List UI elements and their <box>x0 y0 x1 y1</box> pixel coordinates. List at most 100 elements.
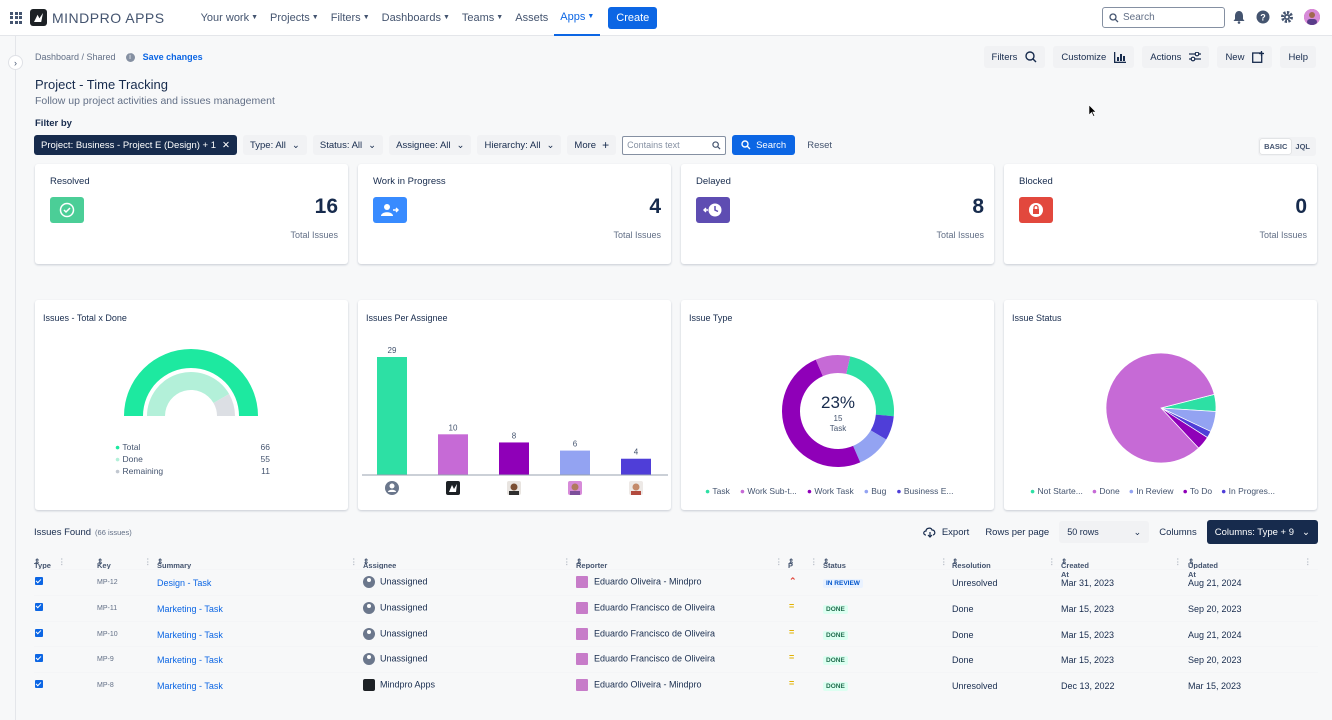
donut-slice-4[interactable] <box>870 414 894 440</box>
pie-slice-1[interactable] <box>1105 352 1215 464</box>
issue-key[interactable]: MP-10 <box>97 630 118 638</box>
expand-sidebar-button[interactable]: › <box>8 55 23 70</box>
updated-date: Aug 21, 2024 <box>1188 578 1242 588</box>
col-header-created[interactable]: Created At ⇕ <box>1061 557 1089 579</box>
notifications-icon[interactable] <box>1232 10 1246 24</box>
status-lozenge[interactable]: IN REVIEW <box>823 579 863 588</box>
nav-assets[interactable]: Assets <box>509 0 554 36</box>
remove-icon[interactable]: ✕ <box>222 139 230 151</box>
col-drag-handle-icon[interactable]: ⋮ <box>58 557 66 566</box>
more-filters-button[interactable]: More + <box>567 135 617 155</box>
basic-mode-button[interactable]: BASIC <box>1260 139 1292 154</box>
issue-summary-link[interactable]: Design - Task <box>157 578 212 588</box>
customize-button[interactable]: Customize <box>1053 46 1135 68</box>
issue-key[interactable]: MP-12 <box>97 579 118 586</box>
bar-2[interactable] <box>499 442 529 475</box>
search-icon <box>712 140 721 150</box>
project-filter-chip[interactable]: Project: Business - Project E (Design) +… <box>34 135 237 155</box>
donut-slice-2[interactable] <box>782 359 861 467</box>
col-drag-handle-icon[interactable]: ⋮ <box>1174 557 1182 566</box>
issue-summary-link[interactable]: Marketing - Task <box>157 629 223 640</box>
export-button[interactable]: Export <box>923 527 969 538</box>
help-button[interactable]: Help <box>1280 46 1316 68</box>
col-drag-handle-icon[interactable]: ⋮ <box>775 557 783 566</box>
bar-4[interactable] <box>621 458 651 475</box>
breadcrumb-path[interactable]: Dashboard / Shared <box>35 52 116 62</box>
col-header-updated[interactable]: Updated At ⇕ <box>1188 557 1218 579</box>
jql-mode-button[interactable]: JQL <box>1295 142 1310 151</box>
col-header-summary[interactable]: Summary ⇕ <box>157 557 192 570</box>
table-row[interactable]: MP-12 Design - Task Unassigned Eduardo O… <box>34 569 1318 595</box>
status-lozenge[interactable]: DONE <box>823 604 848 614</box>
rows-per-page-select[interactable]: 50 rows ⌄ <box>1059 521 1150 543</box>
settings-gear-icon[interactable] <box>1280 10 1294 24</box>
bar-3[interactable] <box>560 450 590 475</box>
col-drag-handle-icon[interactable]: ⋮ <box>563 557 571 566</box>
nav-teams[interactable]: Teams ▼ <box>456 0 509 36</box>
reporter-cell: Eduardo Oliveira - Mindpro <box>576 679 702 692</box>
col-header-assignee[interactable]: Assignee ⇕ <box>363 557 397 570</box>
status-lozenge[interactable]: DONE <box>823 656 848 666</box>
nav-your-work[interactable]: Your work ▼ <box>195 0 264 36</box>
bar-0[interactable] <box>377 357 407 475</box>
bar-1[interactable] <box>438 434 468 475</box>
table-row[interactable]: MP-8 Marketing - Task Mindpro Apps Eduar… <box>34 672 1318 698</box>
col-header-priority[interactable]: P ⇕ <box>788 557 795 570</box>
col-drag-handle-icon[interactable]: ⋮ <box>940 557 948 566</box>
hierarchy-filter[interactable]: Hierarchy: All ⌄ <box>477 135 562 155</box>
col-drag-handle-icon[interactable]: ⋮ <box>350 557 358 566</box>
info-icon[interactable]: i <box>125 52 135 62</box>
col-header-reporter[interactable]: Reporter ⇕ <box>576 557 608 570</box>
actions-button[interactable]: Actions <box>1142 46 1210 68</box>
type-filter[interactable]: Type: All ⌄ <box>243 135 307 155</box>
status-lozenge[interactable]: DONE <box>823 630 848 640</box>
reset-button[interactable]: Reset <box>807 139 833 151</box>
donut-slice-0[interactable] <box>846 356 894 417</box>
user-avatar[interactable] <box>1304 9 1320 25</box>
nav-filters[interactable]: Filters ▼ <box>325 0 376 36</box>
search-button[interactable]: Search <box>732 135 796 155</box>
table-row[interactable]: MP-10 Marketing - Task Unassigned Eduard… <box>34 620 1318 647</box>
app-switcher-icon[interactable] <box>10 11 22 24</box>
reporter-cell: Eduardo Francisco de Oliveira <box>576 627 715 640</box>
col-drag-handle-icon[interactable]: ⋮ <box>1304 557 1312 566</box>
status-lozenge[interactable]: DONE <box>823 682 848 692</box>
donut-slice-1[interactable] <box>815 355 851 377</box>
issue-summary-link[interactable]: Marketing - Task <box>157 603 223 614</box>
col-header-type[interactable]: Type ⇕ <box>34 557 51 570</box>
help-label: Help <box>1288 51 1308 63</box>
save-changes-link[interactable]: Save changes <box>142 52 203 62</box>
bar-value-label: 6 <box>573 440 578 449</box>
col-header-status[interactable]: Status ⇕ <box>823 557 846 570</box>
assignee-filter[interactable]: Assignee: All ⌄ <box>389 135 472 155</box>
status-filter[interactable]: Status: All ⌄ <box>312 135 384 155</box>
logo[interactable]: MINDPRO APPS <box>30 9 165 26</box>
col-header-resolution[interactable]: Resolution ⇕ <box>952 557 991 570</box>
contains-text-input[interactable]: Contains text <box>622 135 727 155</box>
col-header-key[interactable]: Key ⇕ <box>97 557 111 570</box>
nav-projects[interactable]: Projects ▼ <box>264 0 325 36</box>
col-drag-handle-icon[interactable]: ⋮ <box>1048 557 1056 566</box>
issue-summary-link[interactable]: Marketing - Task <box>157 655 223 666</box>
table-row[interactable]: MP-11 Marketing - Task Unassigned Eduard… <box>34 594 1318 621</box>
reporter-avatar <box>576 679 588 692</box>
create-button[interactable]: Create <box>608 6 658 29</box>
nav-dashboards[interactable]: Dashboards ▼ <box>376 0 456 36</box>
reporter-name: Eduardo Oliveira - Mindpro <box>594 576 702 587</box>
issue-summary-link[interactable]: Marketing - Task <box>157 681 223 692</box>
issue-key[interactable]: MP-11 <box>97 604 118 612</box>
table-row[interactable]: MP-9 Marketing - Task Unassigned Eduardo… <box>34 646 1318 672</box>
new-button[interactable]: New <box>1217 46 1273 68</box>
kpi-value: 16 <box>314 195 338 218</box>
filters-button[interactable]: Filters <box>983 46 1046 68</box>
issue-key[interactable]: MP-9 <box>97 656 114 664</box>
help-icon[interactable]: ? <box>1256 10 1270 24</box>
issue-key[interactable]: MP-8 <box>97 682 114 690</box>
nav-apps[interactable]: Apps ▼ <box>554 0 601 36</box>
columns-select-button[interactable]: Columns: Type + 9 ⌄ <box>1206 520 1318 544</box>
kpi-title: Resolved <box>50 176 90 187</box>
col-drag-handle-icon[interactable]: ⋮ <box>810 557 818 566</box>
global-search-input[interactable]: Search <box>1102 7 1225 28</box>
col-drag-handle-icon[interactable]: ⋮ <box>144 557 152 566</box>
donut-slice-3[interactable] <box>853 430 887 463</box>
